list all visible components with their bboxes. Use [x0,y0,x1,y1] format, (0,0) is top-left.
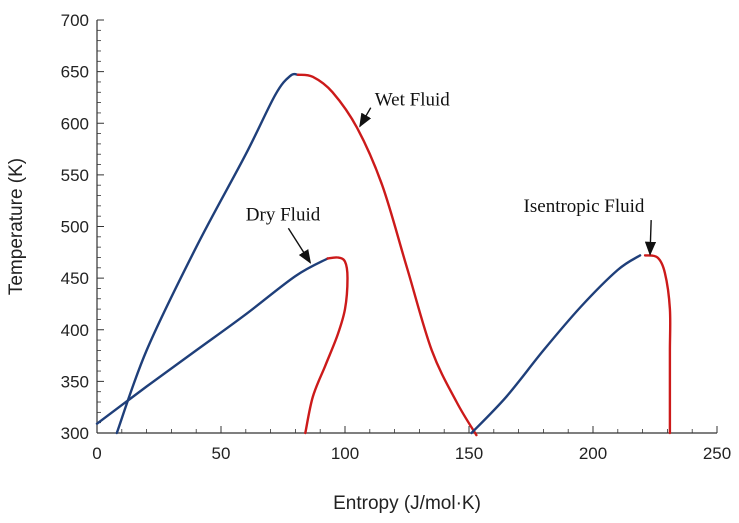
annotation-arrow [287,227,312,264]
y-tick-label: 600 [61,114,89,133]
wet-vapor-curve [296,73,478,437]
dry-liquid-curve [95,257,329,425]
x-tick-label: 200 [579,444,607,463]
annotation-arrow [644,220,657,256]
y-tick-label: 700 [61,11,89,30]
y-tick-label: 350 [61,372,89,391]
annotation-label: Wet Fluid [375,90,450,111]
y-tick-label: 450 [61,269,89,288]
annotation-label: Dry Fluid [246,204,321,225]
y-tick-label: 550 [61,166,89,185]
y-tick-label: 650 [61,63,89,82]
y-tick-label: 300 [61,424,89,443]
isentropic-liquid-curve [470,254,642,435]
y-tick-label: 400 [61,321,89,340]
wet-liquid-curve [115,72,300,435]
isentropic-vapor-curve [643,254,672,435]
x-tick-label: 250 [703,444,731,463]
x-tick-label: 50 [212,444,231,463]
y-tick-label: 500 [61,218,89,237]
dry-vapor-curve [304,256,349,435]
x-axis-title: Entropy (J/mol·K) [333,493,481,514]
annotation-label: Isentropic Fluid [524,196,645,217]
y-axis-title: Temperature (K) [6,158,27,295]
x-tick-label: 150 [455,444,483,463]
x-tick-label: 100 [331,444,359,463]
annotation-arrow [359,107,372,128]
x-tick-label: 0 [92,444,101,463]
